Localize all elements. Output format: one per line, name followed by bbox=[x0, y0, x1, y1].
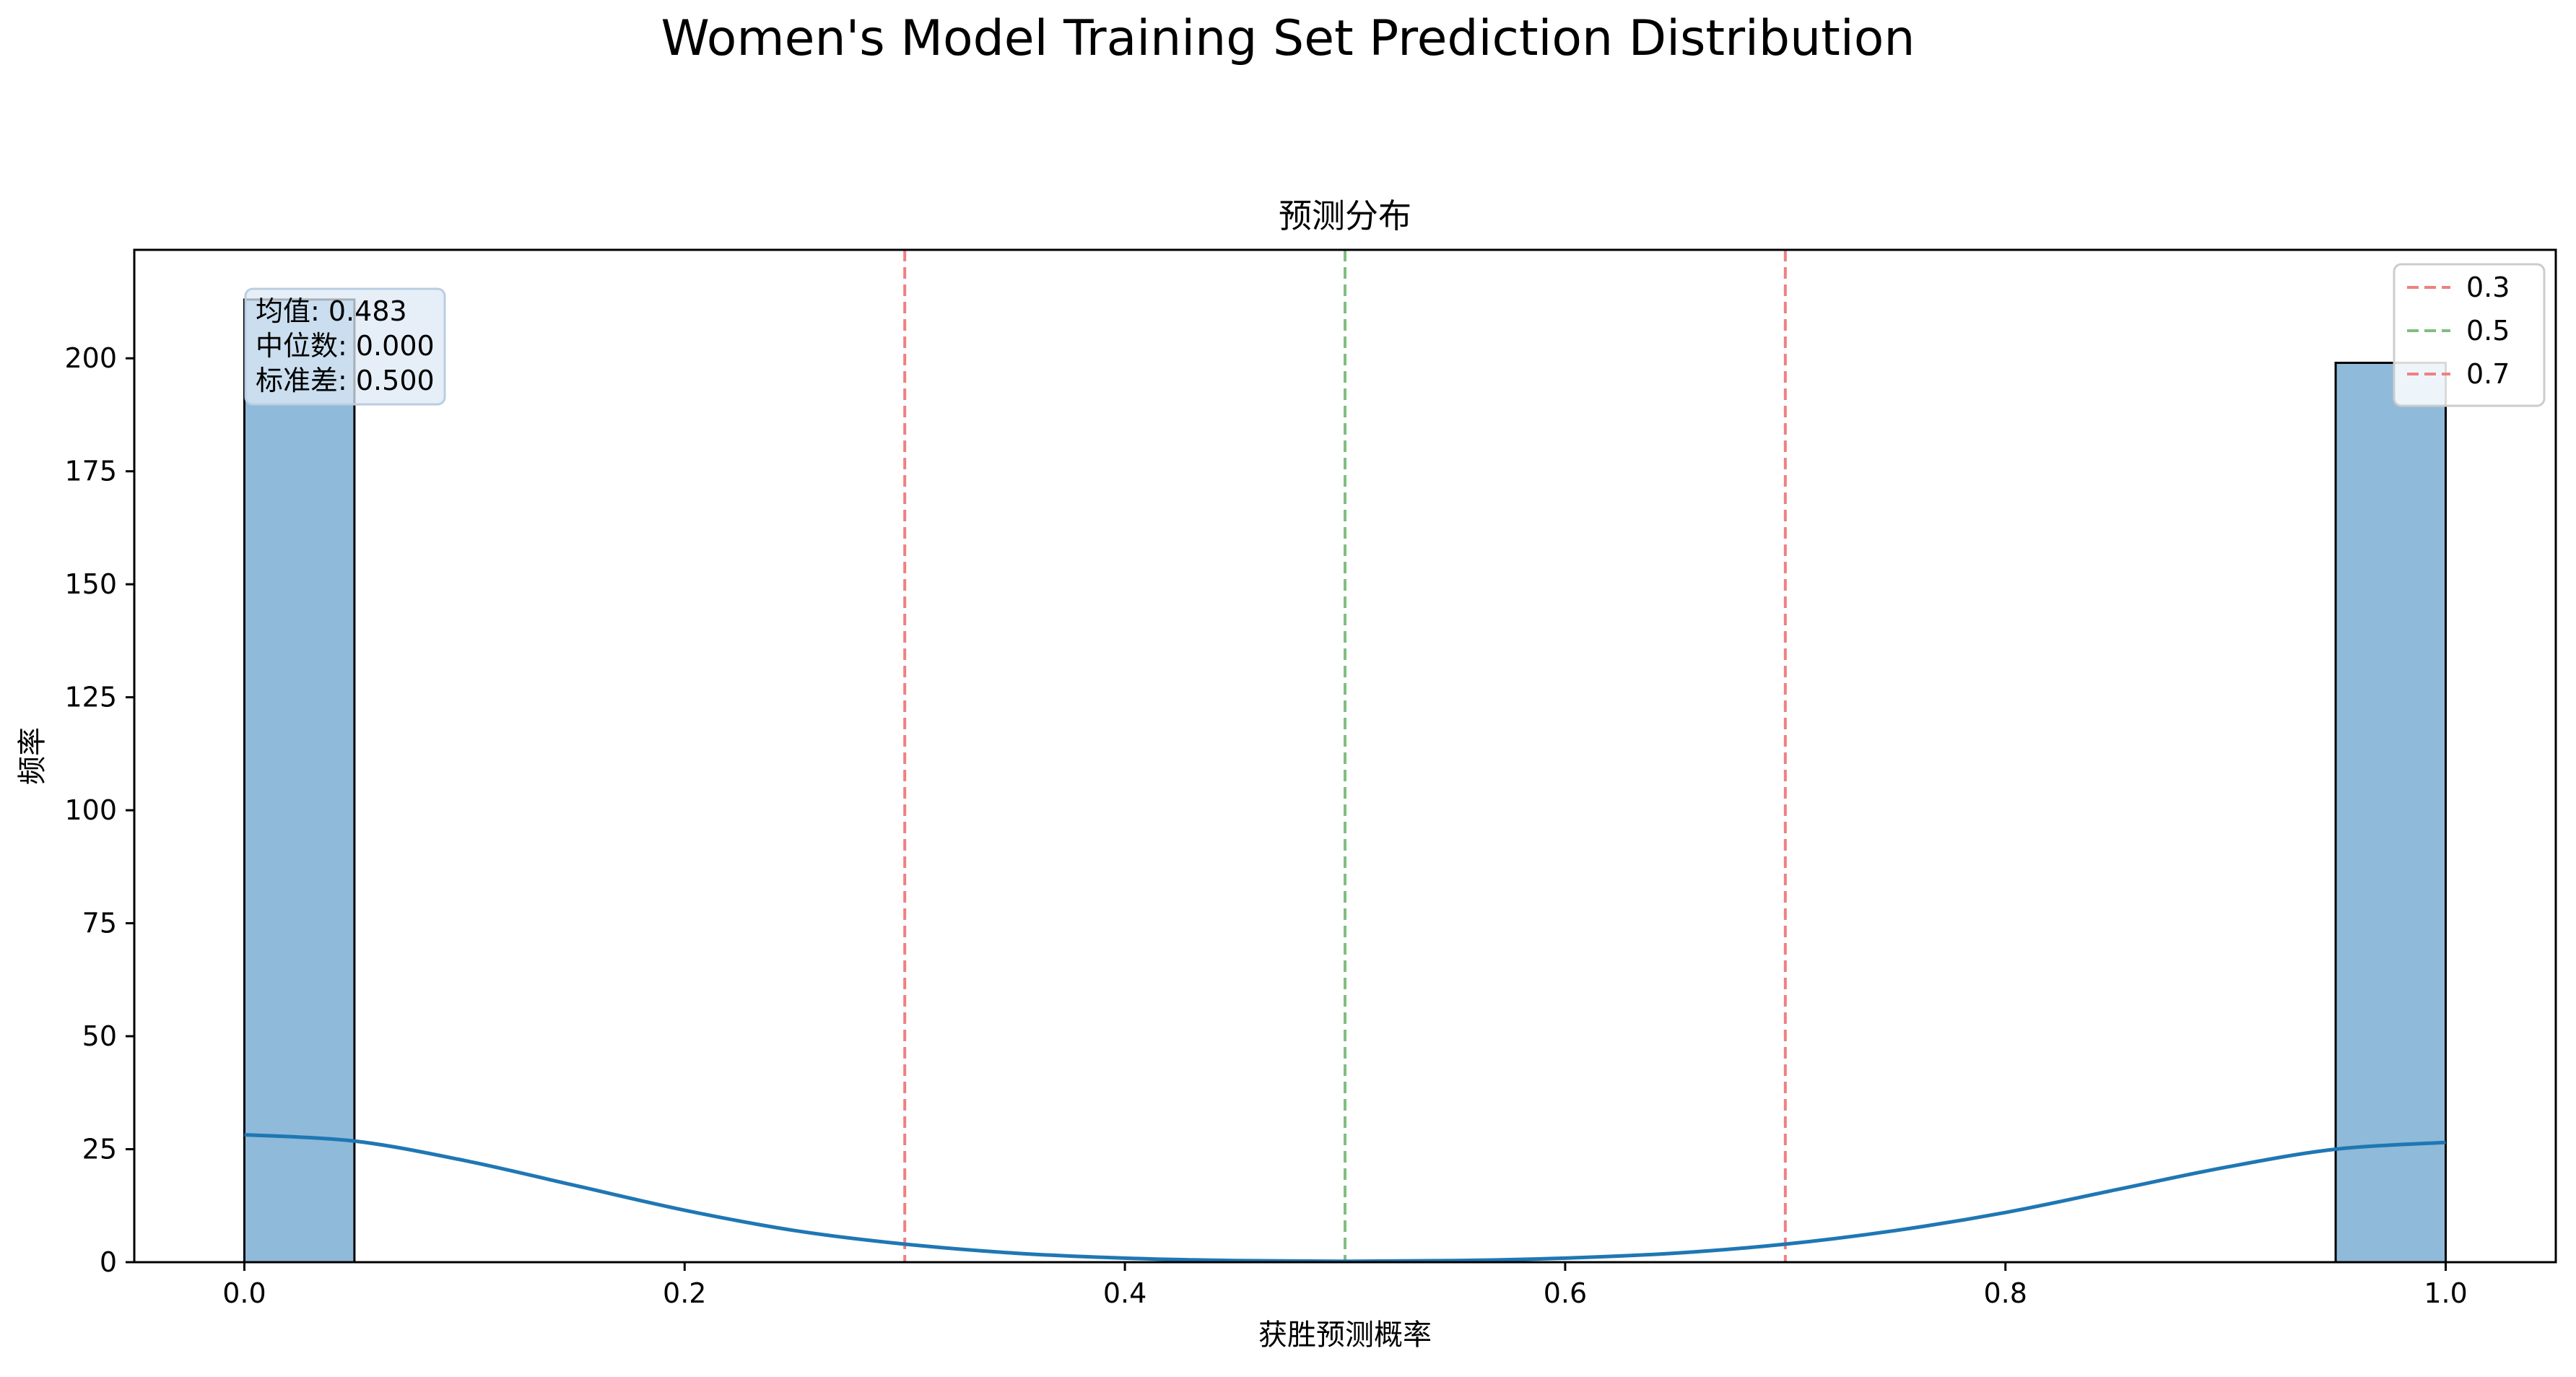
stats-box-background bbox=[244, 287, 446, 406]
y-tick-label: 25 bbox=[82, 1134, 117, 1165]
legend-label-2: 0.7 bbox=[2466, 358, 2510, 390]
stats-median: 中位数: 0.000 bbox=[256, 330, 435, 362]
stats-annotation: 均值: 0.483 中位数: 0.000 标准差: 0.500 bbox=[244, 287, 446, 406]
legend-label-0: 0.3 bbox=[2466, 272, 2510, 303]
histogram-bar-1 bbox=[2334, 361, 2447, 1264]
x-tick-label: 1.0 bbox=[2424, 1277, 2467, 1309]
x-axis-ticks: 0.0 0.2 0.4 0.6 0.8 1.0 bbox=[222, 1262, 2468, 1309]
chart-title: 预测分布 bbox=[1279, 196, 1411, 235]
y-tick-label: 0 bbox=[100, 1246, 117, 1278]
y-tick-label: 175 bbox=[64, 456, 117, 487]
x-tick-label: 0.0 bbox=[222, 1277, 266, 1309]
y-axis-label: 频率 bbox=[16, 727, 49, 785]
stats-std: 标准差: 0.500 bbox=[256, 365, 435, 396]
y-tick-label: 50 bbox=[82, 1020, 117, 1052]
x-axis-label: 获胜预测概率 bbox=[1258, 1319, 1432, 1352]
figure-suptitle: Women's Model Training Set Prediction Di… bbox=[661, 10, 1915, 67]
y-tick-label: 100 bbox=[64, 794, 117, 826]
y-tick-label: 200 bbox=[64, 342, 117, 374]
y-axis-ticks: 0 25 50 75 100 125 150 175 200 bbox=[64, 342, 134, 1278]
x-tick-label: 0.2 bbox=[663, 1277, 706, 1309]
plot-frame bbox=[133, 248, 2557, 1264]
histogram-bar-0 bbox=[243, 298, 356, 1264]
x-tick-label: 0.8 bbox=[1984, 1277, 2027, 1309]
x-tick-label: 0.6 bbox=[1544, 1277, 1587, 1309]
threshold-lines bbox=[903, 250, 1787, 1262]
y-tick-label: 125 bbox=[64, 682, 117, 713]
stats-mean: 均值: 0.483 bbox=[256, 295, 407, 327]
legend-box bbox=[2393, 263, 2546, 407]
y-tick-label: 75 bbox=[82, 908, 117, 939]
legend-items: 0.3 0.5 0.7 bbox=[2407, 272, 2510, 390]
histogram-bars bbox=[243, 298, 2447, 1264]
x-tick-label: 0.4 bbox=[1103, 1277, 1146, 1309]
legend: 0.3 0.5 0.7 bbox=[2393, 263, 2546, 407]
y-tick-label: 150 bbox=[64, 568, 117, 600]
legend-label-1: 0.5 bbox=[2466, 315, 2510, 347]
